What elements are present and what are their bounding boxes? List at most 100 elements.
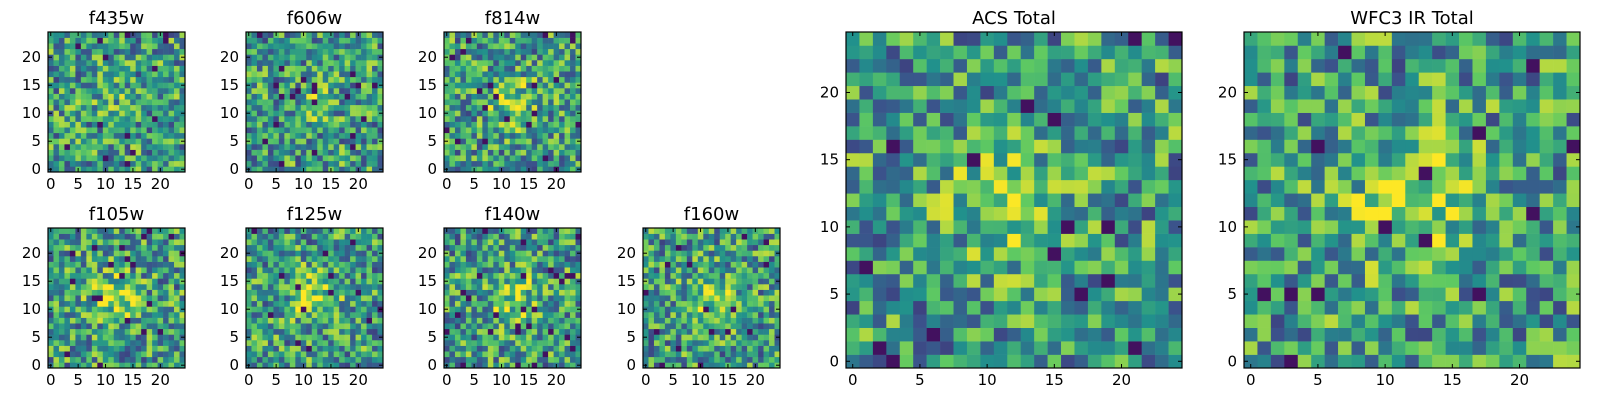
heatmap-cell <box>752 250 759 257</box>
heatmap-cell <box>531 334 538 341</box>
heatmap-cell <box>454 71 461 78</box>
heatmap-cell <box>119 345 126 352</box>
heatmap-cell <box>284 261 291 268</box>
heatmap-cell <box>361 267 367 274</box>
heatmap-cell <box>686 256 693 262</box>
heatmap-cell <box>322 116 329 122</box>
heatmap-cell <box>113 351 120 358</box>
heatmap-cell <box>747 284 753 290</box>
heatmap-cell <box>333 166 340 173</box>
heatmap-cell <box>295 317 302 324</box>
heatmap-cell <box>246 244 252 251</box>
heatmap-cell <box>146 284 153 290</box>
heatmap-cell <box>333 312 340 318</box>
heatmap-cell <box>135 127 142 134</box>
heatmap-cell <box>564 48 571 55</box>
heatmap-cell <box>531 228 538 234</box>
heatmap-cell <box>284 43 291 50</box>
heatmap-cell <box>262 244 269 251</box>
heatmap-cell <box>262 261 269 268</box>
heatmap-cell <box>306 60 313 66</box>
heatmap-cell <box>366 104 373 111</box>
heatmap-cell <box>168 289 175 296</box>
heatmap-cell <box>366 306 373 313</box>
heatmap-cell <box>113 228 120 234</box>
heatmap-cell <box>537 88 543 94</box>
heatmap-cell <box>328 54 334 61</box>
heatmap-cell <box>1074 166 1089 181</box>
heatmap-cell <box>570 43 576 50</box>
heatmap-cell <box>124 312 131 318</box>
heatmap-cell <box>846 206 860 221</box>
heatmap-cell <box>322 228 329 234</box>
heatmap-cell <box>108 110 115 117</box>
x-tick-label: 5 <box>73 175 83 193</box>
heatmap-cell <box>157 328 164 335</box>
heatmap-cell <box>119 300 126 307</box>
heatmap-cell <box>730 306 737 313</box>
heatmap-cell <box>284 116 291 122</box>
heatmap-cell <box>537 340 543 346</box>
heatmap-cell <box>460 244 467 251</box>
heatmap-cell <box>130 88 136 94</box>
heatmap-cell <box>476 362 483 369</box>
heatmap-cell <box>648 261 655 268</box>
heatmap-cell <box>548 340 554 346</box>
heatmap-cell <box>648 267 655 274</box>
heatmap-cell <box>344 60 351 66</box>
heatmap-cell <box>531 104 538 111</box>
heatmap-cell <box>460 328 467 335</box>
heatmap-cell <box>306 144 313 150</box>
heatmap-cell <box>80 244 87 251</box>
heatmap-cell <box>289 144 296 150</box>
heatmap-cell <box>564 155 571 162</box>
heatmap-cell <box>659 272 666 279</box>
heatmap-cell <box>251 334 258 341</box>
heatmap-cell <box>476 127 483 134</box>
heatmap-cell <box>53 127 60 134</box>
heatmap-cell <box>306 306 313 313</box>
heatmap-cell <box>179 32 186 38</box>
heatmap-cell <box>670 328 677 335</box>
x-tick-label: 15 <box>519 371 538 389</box>
heatmap-cell <box>53 93 60 100</box>
heatmap-cell <box>926 152 941 167</box>
heatmap-cell <box>675 362 682 369</box>
heatmap-cell <box>471 138 478 145</box>
heatmap-cell <box>80 149 87 156</box>
heatmap-cell <box>86 104 93 111</box>
heatmap-cell <box>509 317 516 324</box>
heatmap-cell <box>289 82 296 89</box>
heatmap-cell <box>174 362 180 369</box>
heatmap-cell <box>284 48 291 55</box>
heatmap-cell <box>69 88 76 94</box>
heatmap-cell <box>899 327 914 342</box>
heatmap-cell <box>548 149 554 156</box>
heatmap-cell <box>75 71 82 78</box>
heatmap-cell <box>548 166 554 173</box>
heatmap-cell <box>146 65 153 72</box>
heatmap-cell <box>80 278 87 285</box>
heatmap-cell <box>730 250 737 257</box>
heatmap-cell <box>91 93 98 100</box>
heatmap-cell <box>493 233 500 240</box>
heatmap-cell <box>273 340 280 346</box>
heatmap-cell <box>366 334 373 341</box>
heatmap-cell <box>526 317 532 324</box>
heatmap-cell <box>553 261 560 268</box>
heatmap-cell <box>146 132 153 139</box>
heatmap-cell <box>537 99 543 106</box>
heatmap-cell <box>273 323 280 330</box>
heatmap-cell <box>575 60 582 66</box>
heatmap-cell <box>344 149 351 156</box>
heatmap-cell <box>168 244 175 251</box>
heatmap-cell <box>659 256 666 262</box>
heatmap-cell <box>75 104 82 111</box>
heatmap-cell <box>146 306 153 313</box>
heatmap-cell <box>498 351 505 358</box>
heatmap-cell <box>454 239 461 246</box>
heatmap-cell <box>53 110 60 117</box>
heatmap-cell <box>372 116 378 122</box>
heatmap-cell <box>69 110 76 117</box>
heatmap-cell <box>58 345 65 352</box>
